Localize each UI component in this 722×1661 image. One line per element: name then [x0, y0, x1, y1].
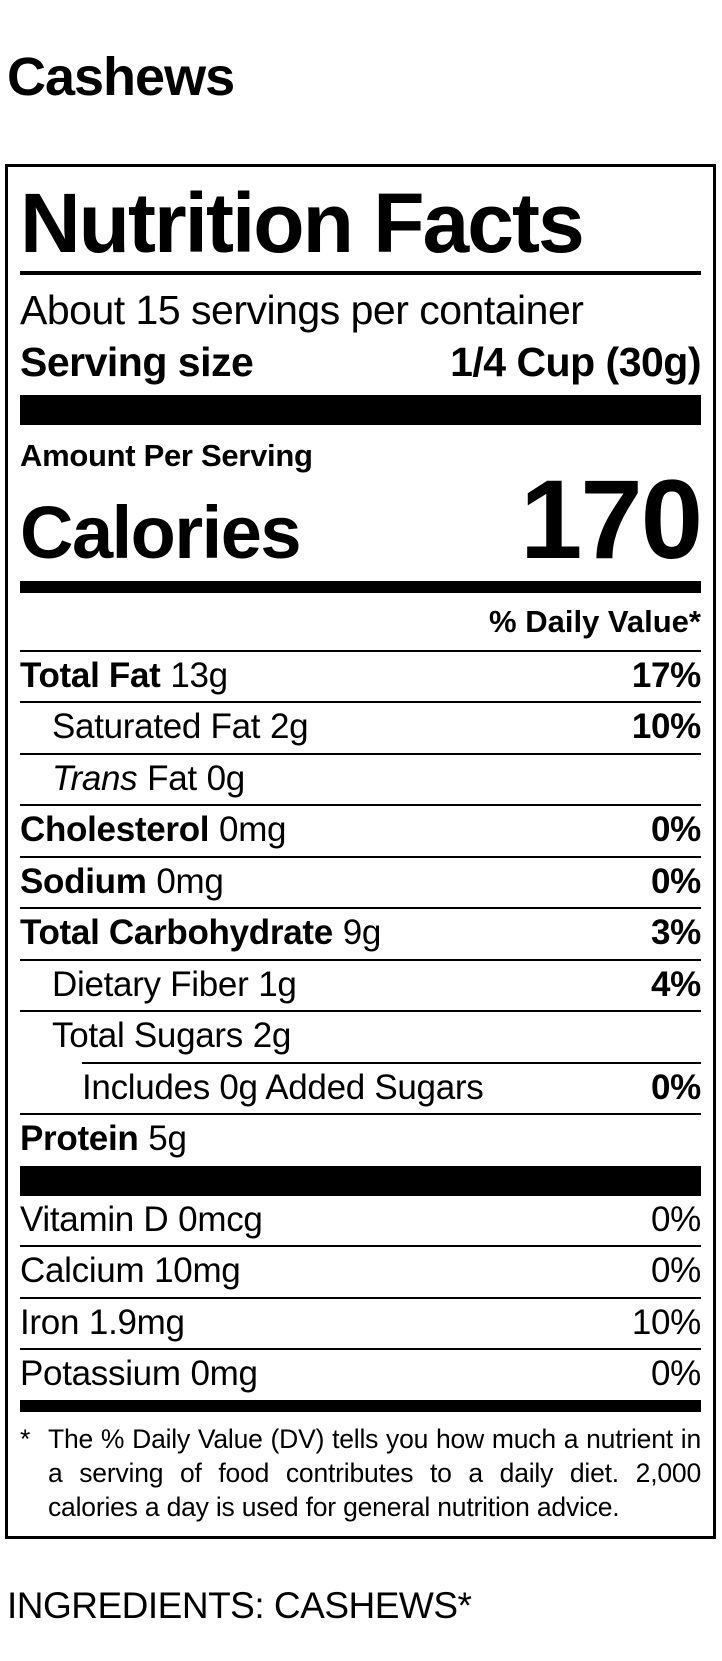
daily-value: 0% [651, 1067, 701, 1107]
ingredients-text: INGREDIENTS: CASHEWS* [7, 1585, 472, 1627]
daily-value-header: % Daily Value* [489, 603, 701, 639]
vitamin-amount: 10mg [154, 1251, 241, 1291]
nutrient-name: Total Carbohydrate [20, 913, 333, 953]
nutrient-row-total-fat: Total Fat 13g 17% [20, 649, 701, 702]
nutrient-row-total-sugars: Total Sugars 2g [20, 1010, 701, 1062]
daily-value: 0% [651, 1354, 701, 1394]
indented-separator [82, 1061, 701, 1064]
nutrient-amount: 13g [170, 655, 228, 695]
daily-value: 17% [631, 655, 701, 695]
nutrient-amount: 2g [252, 1016, 292, 1056]
servings-per-container: About 15 servings per container [20, 287, 584, 333]
nutrient-name: Sodium [20, 861, 147, 901]
nutrient-name: Protein [20, 1119, 139, 1159]
calories-value: 170 [520, 457, 703, 583]
vitamin-row-calcium: Calcium 10mg 0% [20, 1245, 701, 1297]
vitamin-row-potassium: Potassium 0mg 0% [20, 1348, 701, 1400]
calories-row: Calories 170 [20, 457, 703, 583]
nutrient-amount: 1g [258, 964, 297, 1004]
vitamin-amount: 0mg [190, 1354, 258, 1394]
amount-per-serving-label: Amount Per Serving [20, 438, 313, 474]
nutrient-amount: 5g [148, 1119, 187, 1159]
nutrient-row-dietary-fiber: Dietary Fiber 1g 4% [20, 958, 701, 1011]
nutrient-row-cholesterol: Cholesterol 0mg 0% [20, 804, 701, 856]
vitamin-name: Calcium [20, 1251, 145, 1291]
vitamin-amount: 0mcg [178, 1199, 263, 1239]
daily-value: 4% [651, 964, 701, 1004]
nutrient-amount: 0g [206, 758, 246, 798]
nutrient-amount: 0mg [219, 810, 287, 850]
daily-value: 3% [651, 913, 701, 953]
vitamin-name: Potassium [20, 1354, 181, 1394]
nutrient-row-protein: Protein 5g [20, 1113, 701, 1165]
nutrient-amount: 2g [269, 707, 309, 747]
vitamin-row-iron: Iron 1.9mg 10% [20, 1296, 701, 1349]
daily-value: 10% [631, 707, 701, 747]
nutrient-row-sodium: Sodium 0mg 0% [20, 855, 701, 908]
serving-size-row: Serving size 1/4 Cup (30g) [20, 339, 701, 395]
vitamin-name: Vitamin D [20, 1199, 169, 1239]
footnote-marker: * [20, 1423, 31, 1454]
nutrient-name-italic: Trans [52, 758, 138, 798]
nutrient-amount: 0mg [156, 861, 224, 901]
nutrition-facts-heading: Nutrition Facts [20, 176, 585, 270]
vitamin-amount: 1.9mg [88, 1302, 185, 1342]
nutrient-name: Fat [147, 758, 197, 798]
calories-label: Calories [20, 491, 302, 575]
nutrition-label: Nutrition Facts About 15 servings per co… [5, 164, 716, 1540]
nutrient-row-added-sugars: Includes 0g Added Sugars 0% [20, 1064, 701, 1114]
product-title: Cashews [7, 47, 235, 107]
vitamin-name: Iron [20, 1302, 80, 1342]
thick-divider-bar [20, 1165, 701, 1196]
daily-value: 10% [631, 1302, 701, 1342]
vitamin-row-vitamin-d: Vitamin D 0mcg 0% [20, 1196, 701, 1246]
medium-divider-bar [20, 1399, 701, 1412]
daily-value: 0% [651, 810, 701, 850]
nutrient-row-saturated-fat: Saturated Fat 2g 10% [20, 701, 701, 753]
footnote: * The % Daily Value (DV) tells you how m… [20, 1423, 701, 1525]
nutrient-row-trans-fat: Trans Fat 0g [20, 752, 701, 805]
nutrient-name: Includes 0g Added Sugars [82, 1067, 484, 1107]
nutrient-name: Total Fat [20, 655, 161, 695]
serving-size-label: Serving size [20, 339, 254, 386]
serving-size-value: 1/4 Cup (30g) [450, 339, 701, 386]
footnote-text: The % Daily Value (DV) tells you how muc… [48, 1423, 701, 1522]
medium-divider-bar [20, 580, 701, 593]
daily-value: 0% [651, 1199, 701, 1239]
nutrient-name: Saturated Fat [52, 707, 261, 747]
thick-divider-bar [20, 395, 701, 426]
daily-value: 0% [651, 861, 701, 901]
nutrient-name: Cholesterol [20, 810, 210, 850]
nutrient-row-total-carbohydrate: Total Carbohydrate 9g 3% [20, 907, 701, 959]
daily-value: 0% [651, 1251, 701, 1291]
nutrient-name: Dietary Fiber [52, 964, 249, 1004]
nutrient-name: Total Sugars [52, 1016, 243, 1056]
heading-rule [20, 271, 701, 275]
nutrient-amount: 9g [342, 913, 382, 953]
